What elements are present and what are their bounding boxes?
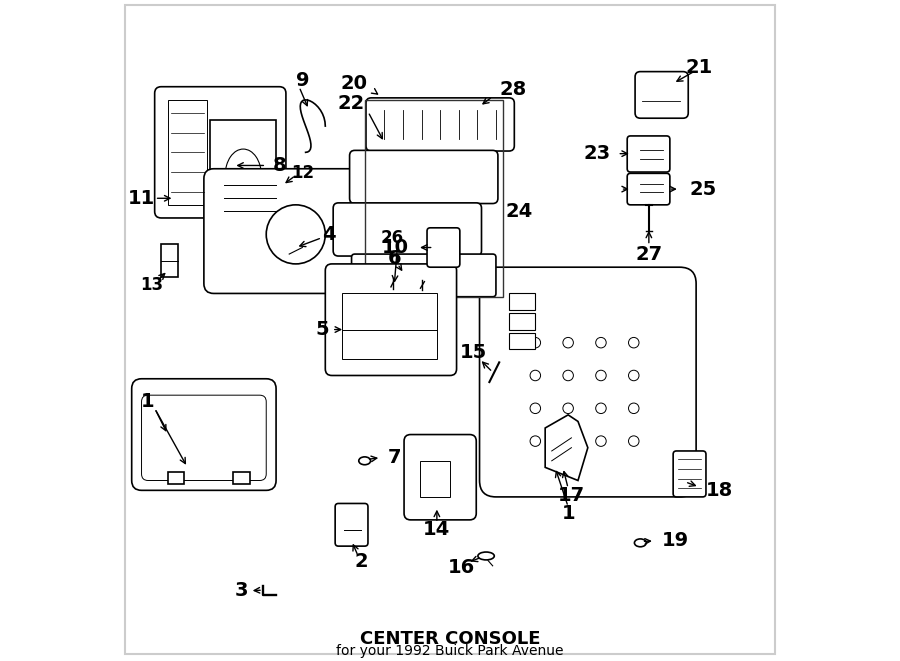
Bar: [233, 472, 250, 484]
Bar: [509, 293, 536, 310]
FancyBboxPatch shape: [627, 173, 670, 205]
Text: 20: 20: [341, 74, 368, 93]
Text: for your 1992 Buick Park Avenue: for your 1992 Buick Park Avenue: [337, 644, 563, 658]
FancyBboxPatch shape: [635, 71, 688, 118]
Text: 1: 1: [562, 504, 575, 523]
Text: 17: 17: [558, 486, 585, 505]
FancyBboxPatch shape: [204, 169, 368, 293]
Bar: [509, 333, 536, 349]
FancyBboxPatch shape: [333, 203, 482, 256]
Text: 12: 12: [291, 165, 314, 182]
Text: 11: 11: [128, 189, 155, 208]
FancyBboxPatch shape: [325, 264, 456, 375]
Bar: [509, 313, 536, 330]
Text: 5: 5: [315, 320, 328, 339]
Text: 15: 15: [459, 343, 487, 362]
FancyBboxPatch shape: [349, 150, 498, 204]
Bar: [342, 293, 436, 359]
Text: 28: 28: [500, 81, 526, 100]
FancyBboxPatch shape: [404, 434, 476, 520]
Text: 21: 21: [686, 58, 713, 77]
Ellipse shape: [478, 552, 494, 560]
Text: 4: 4: [322, 225, 336, 244]
Polygon shape: [545, 415, 588, 481]
Text: CENTER CONSOLE: CENTER CONSOLE: [360, 631, 540, 648]
FancyBboxPatch shape: [131, 379, 276, 490]
Bar: [167, 472, 184, 484]
Bar: [161, 244, 177, 277]
Ellipse shape: [634, 539, 646, 547]
Text: 6: 6: [387, 249, 401, 268]
FancyBboxPatch shape: [480, 267, 696, 497]
Text: 27: 27: [635, 245, 662, 264]
FancyBboxPatch shape: [673, 451, 706, 497]
Text: 14: 14: [423, 520, 451, 539]
Bar: [211, 120, 276, 198]
FancyBboxPatch shape: [427, 228, 460, 267]
Ellipse shape: [359, 457, 371, 465]
Bar: [364, 100, 502, 297]
Text: 18: 18: [706, 481, 734, 500]
Text: 19: 19: [662, 531, 688, 551]
Text: 10: 10: [382, 238, 410, 257]
Text: 25: 25: [689, 180, 716, 198]
Text: 3: 3: [235, 581, 248, 600]
Text: 23: 23: [583, 144, 610, 163]
Text: 1: 1: [141, 392, 155, 411]
FancyBboxPatch shape: [352, 254, 496, 297]
FancyBboxPatch shape: [366, 98, 514, 151]
FancyBboxPatch shape: [335, 504, 368, 546]
Text: 16: 16: [447, 558, 475, 576]
Text: 24: 24: [506, 202, 533, 221]
FancyBboxPatch shape: [155, 87, 286, 218]
Bar: [420, 461, 450, 497]
Text: 13: 13: [140, 276, 163, 294]
Text: 7: 7: [388, 448, 401, 467]
Bar: [167, 100, 207, 205]
Text: 22: 22: [338, 94, 364, 112]
Text: 8: 8: [273, 156, 286, 175]
FancyBboxPatch shape: [627, 136, 670, 172]
Text: 9: 9: [295, 71, 309, 90]
Text: 2: 2: [355, 552, 368, 570]
Text: 26: 26: [381, 229, 404, 247]
